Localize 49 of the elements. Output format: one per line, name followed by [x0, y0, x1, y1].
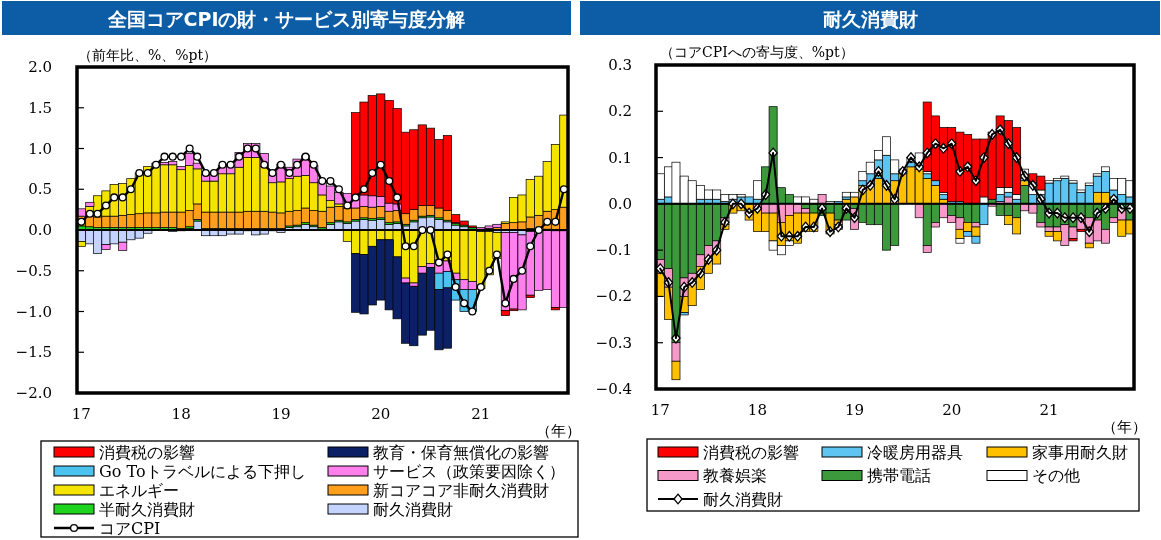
y-tick-label: 0.1 — [608, 148, 632, 167]
y-tick-label: −1.5 — [15, 343, 52, 362]
y-tick-label: −0.5 — [15, 261, 52, 280]
x-tick-label: 18 — [747, 401, 767, 419]
y-tick-label: 2.0 — [28, 58, 52, 76]
x-tick-label: 19 — [271, 405, 291, 423]
y-tick-label: −0.3 — [595, 333, 632, 352]
y-tick-label: 0.2 — [608, 102, 632, 121]
legend-label: 冷暖房用器具 — [867, 442, 963, 462]
x-tick-label: 17 — [650, 401, 670, 419]
legend-label: 教育・保育無償化の影響 — [373, 442, 549, 462]
legend-label: Go Toトラベルによる下押し — [99, 461, 306, 481]
chart-title: 全国コアCPIの財・サービス別寄与度分解 — [106, 8, 466, 30]
x-tick-label: 21 — [1039, 401, 1059, 419]
legend-label: 半耐久消費財 — [99, 499, 195, 519]
x-tick-label: 18 — [171, 405, 191, 423]
legend-label: 携帯電話 — [867, 466, 931, 485]
y-tick-label: 0.0 — [28, 221, 52, 239]
legend-label: 新コアコア非耐久消費財 — [373, 480, 549, 500]
x-axis-title: （年） — [1102, 418, 1147, 436]
x-axis-title: （年） — [536, 422, 581, 440]
y-tick-label: −1.0 — [15, 302, 52, 321]
legend-label: コアCPI — [99, 518, 161, 538]
x-tick-label: 17 — [71, 405, 91, 423]
y-axis-title: （コアCPIへの寄与度、%pt） — [660, 44, 854, 60]
y-tick-label: 0.5 — [28, 180, 52, 199]
legend-label: 消費税の影響 — [99, 442, 195, 462]
y-tick-label: −2.0 — [15, 384, 52, 402]
chart-title: 耐久消費財 — [822, 8, 918, 30]
y-tick-label: 1.5 — [28, 98, 52, 117]
x-tick-label: 20 — [942, 401, 962, 419]
y-axis-title: （前年比、%、%pt） — [78, 47, 218, 63]
legend-label: その他 — [1032, 466, 1080, 485]
x-tick-label: 21 — [471, 405, 491, 423]
legend-label: 家事用耐久財 — [1032, 442, 1128, 462]
legend-label: サービス（政策要因除く） — [373, 461, 565, 481]
legend-label: 耐久消費財 — [373, 499, 453, 519]
y-tick-label: −0.2 — [595, 287, 632, 306]
y-tick-label: −0.1 — [595, 241, 632, 260]
y-tick-label: 0.3 — [608, 56, 632, 74]
legend-label: 耐久消費財 — [703, 489, 783, 509]
y-tick-label: 1.0 — [28, 139, 52, 158]
y-tick-label: −0.4 — [595, 380, 632, 398]
legend-label: 消費税の影響 — [703, 442, 799, 462]
legend-label: 教養娯楽 — [703, 466, 767, 485]
y-tick-label: 0.0 — [608, 194, 632, 213]
x-tick-label: 20 — [371, 405, 391, 423]
x-tick-label: 19 — [845, 401, 865, 419]
legend-label: エネルギー — [99, 480, 179, 500]
